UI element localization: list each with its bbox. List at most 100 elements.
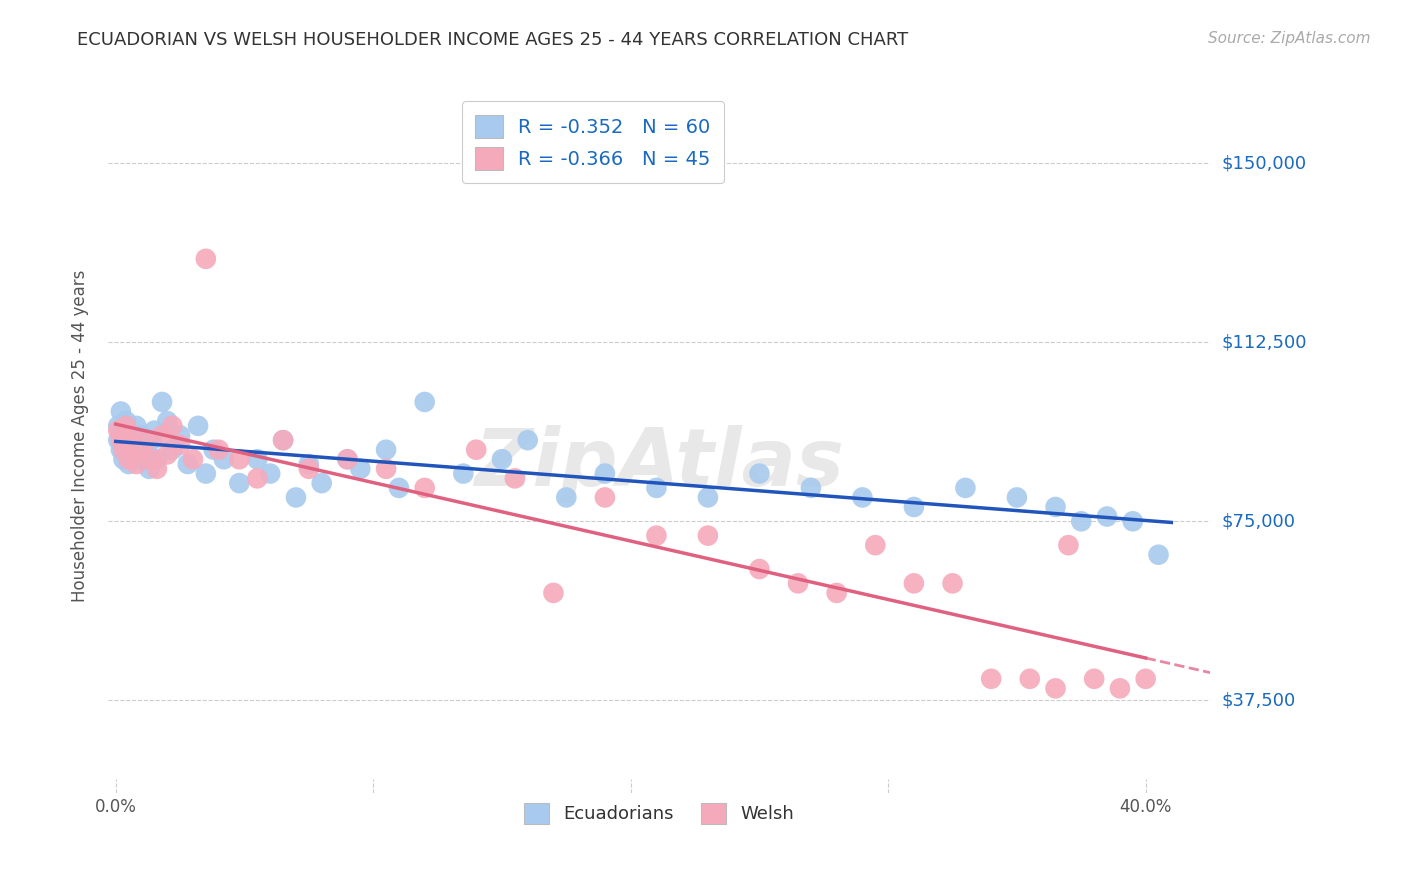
Point bbox=[1147, 548, 1170, 562]
Point bbox=[980, 672, 1002, 686]
Point bbox=[413, 395, 436, 409]
Point bbox=[208, 442, 231, 457]
Point bbox=[851, 491, 873, 505]
Text: ZipAtlas: ZipAtlas bbox=[474, 425, 844, 503]
Point bbox=[1070, 514, 1092, 528]
Point bbox=[150, 395, 173, 409]
Point bbox=[131, 428, 153, 442]
Point bbox=[697, 491, 720, 505]
Point bbox=[117, 452, 139, 467]
Point bbox=[115, 418, 138, 433]
Point bbox=[194, 252, 217, 266]
Point bbox=[117, 457, 139, 471]
Point bbox=[349, 462, 371, 476]
Point bbox=[516, 433, 538, 447]
Point bbox=[1109, 681, 1132, 696]
Point bbox=[1135, 672, 1157, 686]
Point bbox=[1045, 681, 1067, 696]
Point bbox=[311, 476, 333, 491]
Point bbox=[593, 467, 616, 481]
Point bbox=[246, 452, 269, 467]
Text: Source: ZipAtlas.com: Source: ZipAtlas.com bbox=[1208, 31, 1371, 46]
Point bbox=[413, 481, 436, 495]
Point bbox=[202, 442, 225, 457]
Text: $37,500: $37,500 bbox=[1222, 691, 1295, 709]
Point bbox=[228, 452, 250, 467]
Point bbox=[187, 418, 209, 433]
Point bbox=[107, 433, 129, 447]
Point bbox=[543, 586, 565, 600]
Point bbox=[388, 481, 411, 495]
Legend: Ecuadorians, Welsh: Ecuadorians, Welsh bbox=[513, 792, 806, 834]
Point bbox=[162, 442, 184, 457]
Point bbox=[955, 481, 977, 495]
Point bbox=[748, 467, 770, 481]
Point bbox=[375, 442, 398, 457]
Point bbox=[194, 467, 217, 481]
Point bbox=[787, 576, 810, 591]
Point bbox=[336, 452, 359, 467]
Point bbox=[132, 452, 155, 467]
Point bbox=[271, 433, 294, 447]
Y-axis label: Householder Income Ages 25 - 44 years: Householder Income Ages 25 - 44 years bbox=[72, 269, 89, 601]
Point bbox=[110, 404, 132, 418]
Point bbox=[125, 418, 148, 433]
Point bbox=[298, 462, 321, 476]
Point bbox=[169, 438, 191, 452]
Point bbox=[146, 452, 169, 467]
Point bbox=[177, 457, 200, 471]
Point bbox=[128, 438, 150, 452]
Point bbox=[246, 471, 269, 485]
Point bbox=[110, 433, 132, 447]
Point bbox=[162, 418, 184, 433]
Point bbox=[143, 424, 166, 438]
Text: $112,500: $112,500 bbox=[1222, 334, 1306, 351]
Point bbox=[1045, 500, 1067, 514]
Point bbox=[181, 452, 204, 467]
Point bbox=[115, 414, 138, 428]
Point bbox=[284, 491, 307, 505]
Point bbox=[138, 462, 160, 476]
Point bbox=[156, 448, 179, 462]
Point bbox=[150, 428, 173, 442]
Point bbox=[1122, 514, 1144, 528]
Point bbox=[228, 476, 250, 491]
Point bbox=[117, 428, 139, 442]
Point bbox=[697, 528, 720, 542]
Point bbox=[141, 452, 163, 467]
Point bbox=[146, 462, 169, 476]
Point bbox=[1083, 672, 1105, 686]
Point bbox=[825, 586, 848, 600]
Point bbox=[1057, 538, 1080, 552]
Text: $75,000: $75,000 bbox=[1222, 512, 1295, 531]
Point bbox=[115, 438, 138, 452]
Text: ECUADORIAN VS WELSH HOUSEHOLDER INCOME AGES 25 - 44 YEARS CORRELATION CHART: ECUADORIAN VS WELSH HOUSEHOLDER INCOME A… bbox=[77, 31, 908, 49]
Point bbox=[112, 442, 135, 457]
Point bbox=[465, 442, 488, 457]
Point bbox=[453, 467, 475, 481]
Point bbox=[941, 576, 963, 591]
Point bbox=[120, 433, 142, 447]
Point bbox=[122, 438, 145, 452]
Point bbox=[903, 500, 925, 514]
Point bbox=[107, 418, 129, 433]
Point bbox=[503, 471, 526, 485]
Point bbox=[748, 562, 770, 576]
Point bbox=[259, 467, 281, 481]
Point bbox=[1018, 672, 1040, 686]
Point bbox=[375, 462, 398, 476]
Point bbox=[1095, 509, 1118, 524]
Point bbox=[336, 452, 359, 467]
Point bbox=[131, 442, 153, 457]
Point bbox=[125, 457, 148, 471]
Point bbox=[156, 414, 179, 428]
Point bbox=[593, 491, 616, 505]
Point bbox=[169, 428, 191, 442]
Point bbox=[122, 448, 145, 462]
Point bbox=[865, 538, 887, 552]
Point bbox=[212, 452, 235, 467]
Point bbox=[271, 433, 294, 447]
Point bbox=[141, 433, 163, 447]
Point bbox=[135, 433, 157, 447]
Point bbox=[1005, 491, 1028, 505]
